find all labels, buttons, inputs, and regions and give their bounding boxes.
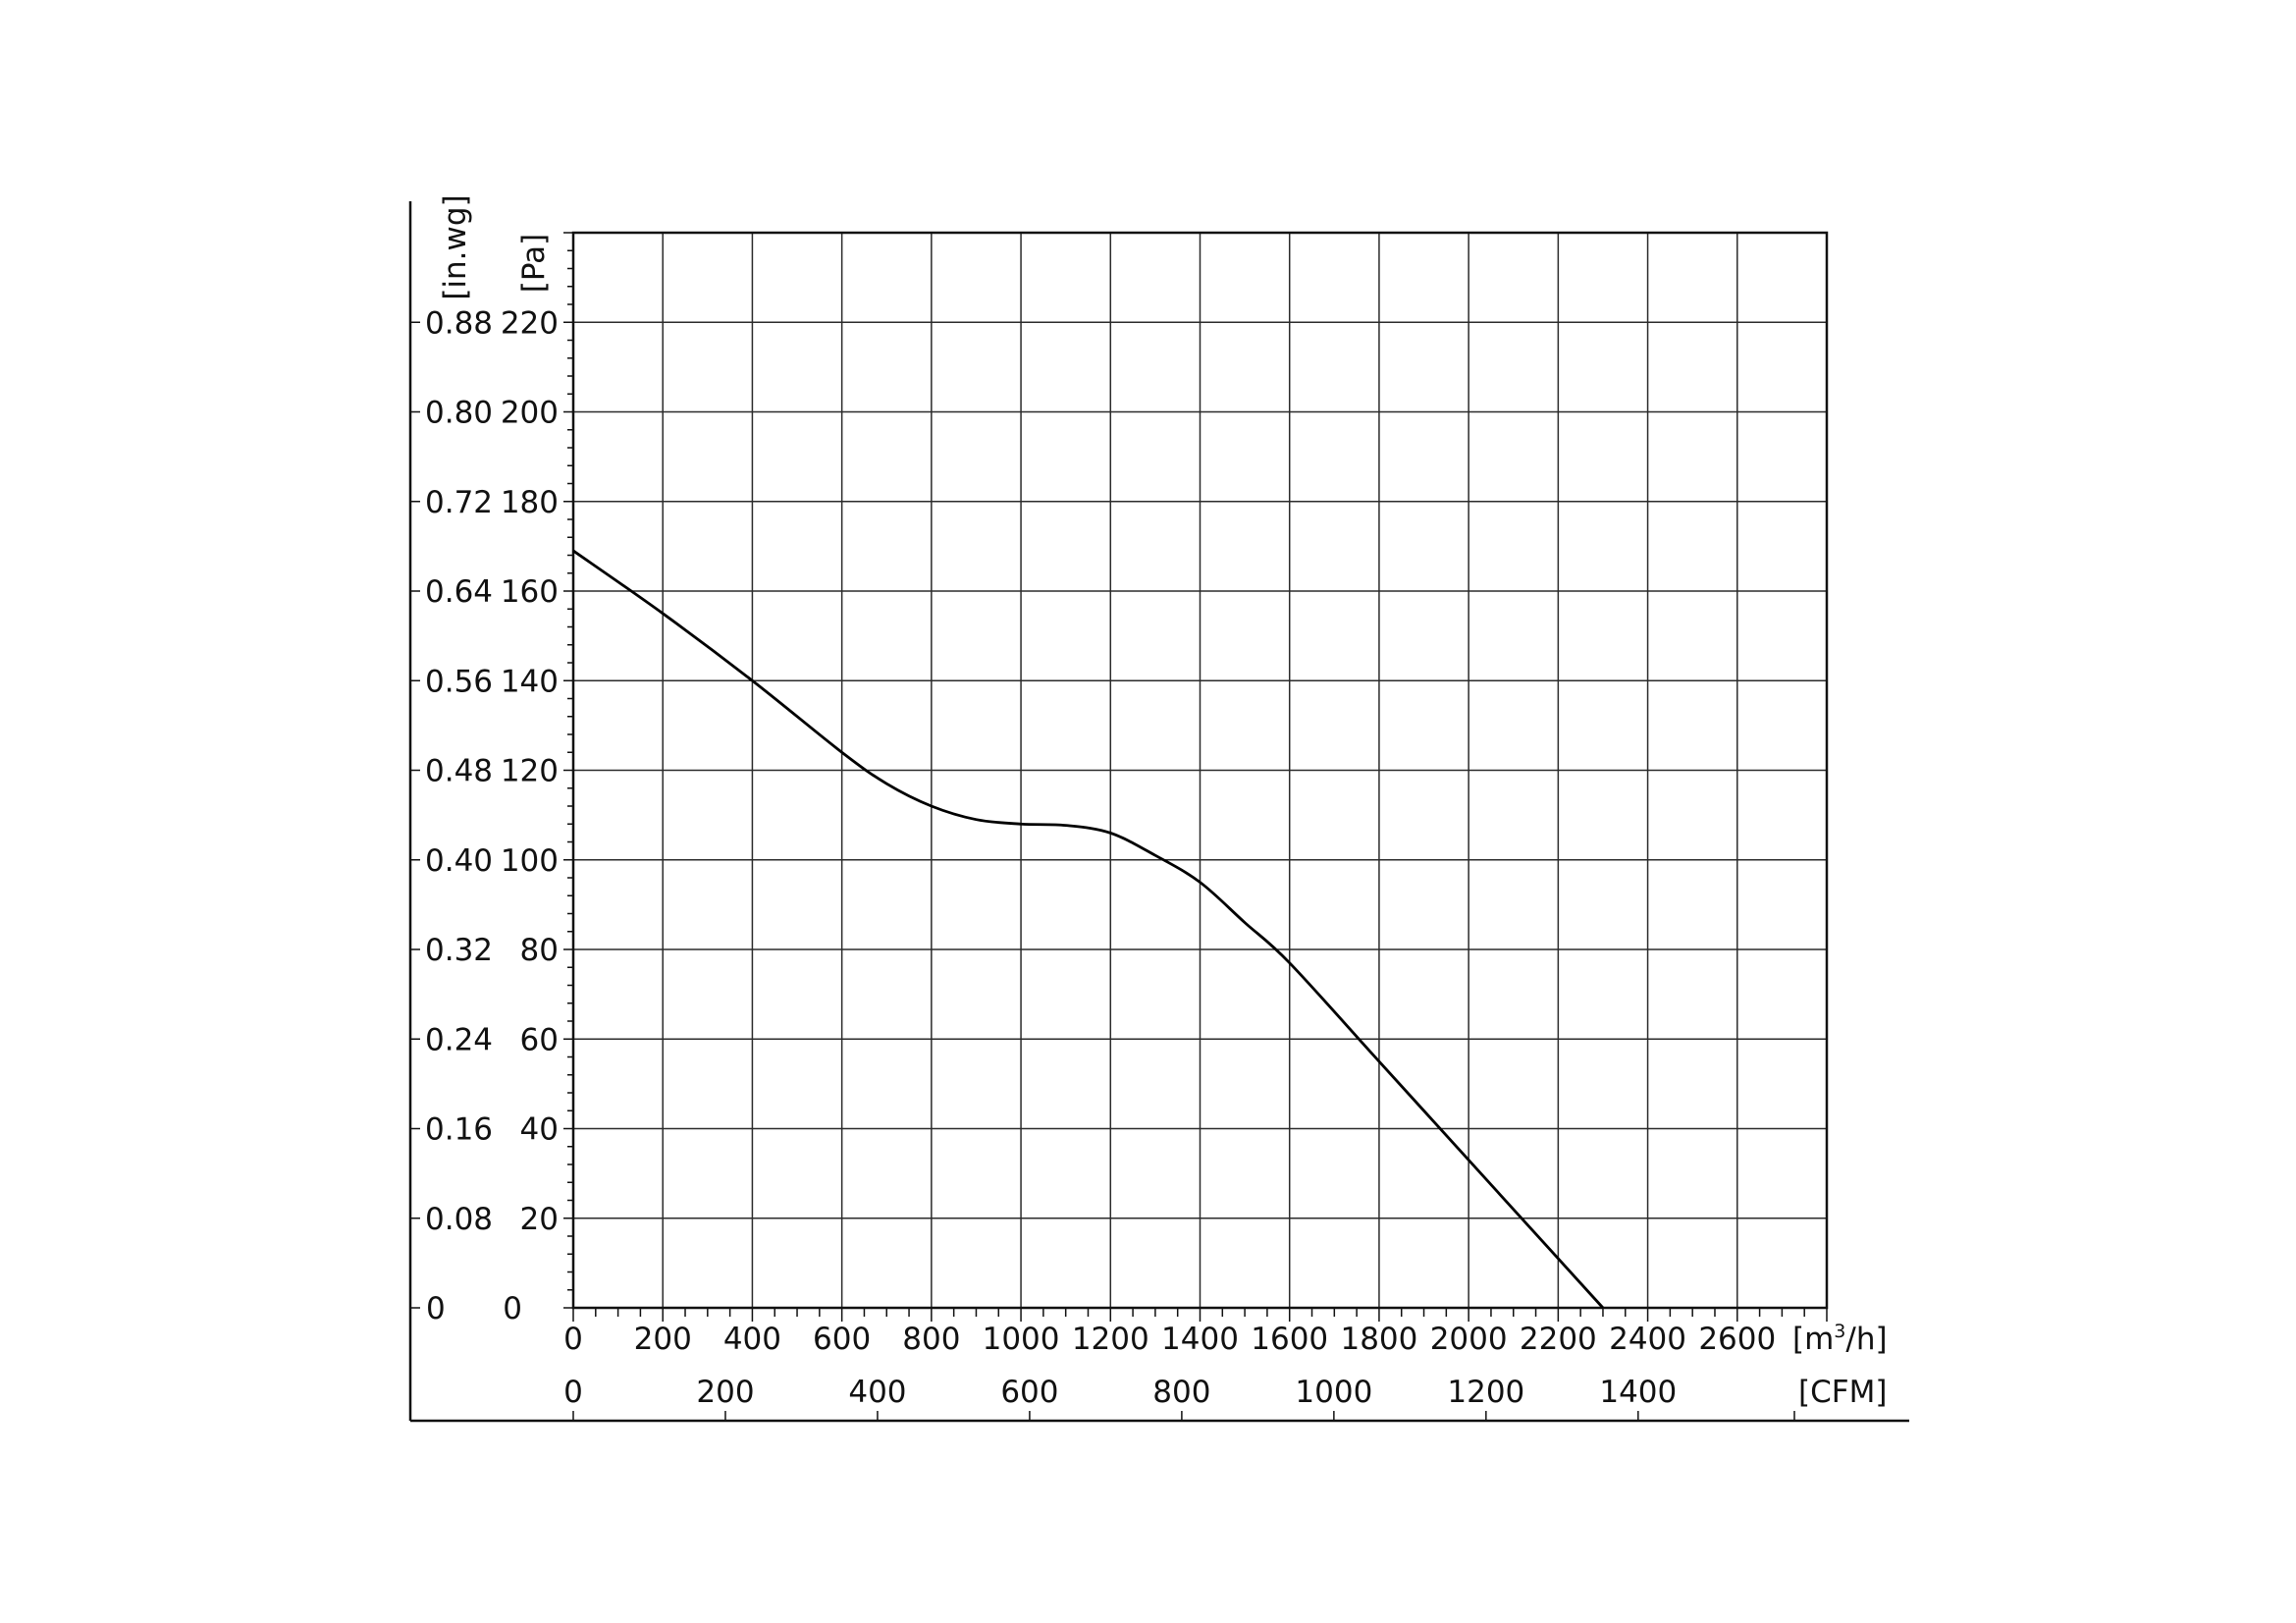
x-tick-label-m3h: 800 [902,1322,960,1357]
y-tick-label-pa: 40 [520,1112,559,1148]
y-tick-label-inwg: 0.72 [425,485,493,520]
x-tick-label-m3h: 2200 [1520,1322,1597,1357]
y-tick-label-pa: 0 [503,1291,522,1326]
x-tick-label-m3h: 1200 [1072,1322,1149,1357]
x-unit-tail: /h] [1845,1322,1887,1357]
x-axis-unit-cfm: [CFM] [1798,1375,1887,1410]
x-tick-label-cfm: 1000 [1295,1375,1372,1410]
y-tick-label-inwg: 0.56 [425,664,493,699]
x-tick-label-cfm: 1400 [1599,1375,1677,1410]
y-tick-label-pa: 120 [501,754,559,789]
y-tick-label-inwg: 0.40 [425,843,493,879]
x-axis-unit-m3h: [m3/h] [1792,1321,1888,1357]
y-tick-label-pa: 140 [501,664,559,699]
y-tick-label-inwg: 0.24 [425,1022,493,1057]
x-unit-sup: 3 [1834,1321,1845,1342]
y-tick-label-inwg: 0.32 [425,933,493,968]
x-tick-label-m3h: 400 [723,1322,781,1357]
y-tick-label-pa: 60 [520,1022,559,1057]
y-tick-label-inwg: 0.48 [425,754,493,789]
minor-ticks [410,232,1828,1421]
y-tick-label-pa: 200 [501,396,559,431]
y-tick-label-inwg: 0.80 [425,396,493,431]
x-unit-main: [m [1792,1322,1834,1357]
y-tick-label-inwg: 0.88 [425,305,493,341]
y-tick-label-pa: 100 [501,843,559,879]
plot-frame [571,231,1829,1310]
x-tick-label-cfm: 1200 [1447,1375,1524,1410]
x-tick-label-cfm: 400 [848,1375,906,1410]
axes [408,201,1909,1423]
y-tick-label-pa: 180 [501,485,559,520]
x-tick-label-cfm: 600 [1000,1375,1058,1410]
y-tick-label-pa: 80 [520,933,559,968]
x-tick-label-m3h: 1800 [1340,1322,1417,1357]
y-tick-label-inwg: 0.16 [425,1112,493,1148]
y-tick-label-inwg: 0.64 [425,574,493,610]
y-tick-label-pa: 20 [520,1202,559,1237]
x-tick-label-m3h: 200 [634,1322,692,1357]
y-tick-label-inwg: 0 [426,1291,446,1326]
x-tick-label-m3h: 600 [813,1322,871,1357]
y-tick-label-pa: 160 [501,574,559,610]
x-tick-label-m3h: 2600 [1698,1322,1776,1357]
x-tick-label-cfm: 800 [1152,1375,1210,1410]
x-tick-label-cfm: 0 [563,1375,583,1410]
y-axis-unit-pa: [Pa] [516,234,552,294]
x-tick-label-m3h: 1000 [983,1322,1060,1357]
y-axis-unit-inwg: [in.wg] [438,194,473,299]
x-tick-label-cfm: 200 [696,1375,754,1410]
series-line-fan-curve [572,549,1604,1309]
x-tick-label-m3h: 0 [563,1322,583,1357]
x-tick-label-m3h: 2000 [1430,1322,1508,1357]
x-tick-label-m3h: 1600 [1251,1322,1328,1357]
tick-labels: 02040608010012014016018020022000.080.160… [425,305,1776,1410]
x-tick-label-m3h: 2400 [1609,1322,1686,1357]
y-tick-label-pa: 220 [501,305,559,341]
grid [572,232,1828,1309]
y-tick-label-inwg: 0.08 [425,1202,493,1237]
x-tick-label-m3h: 1400 [1161,1322,1239,1357]
series-layer [572,549,1604,1309]
